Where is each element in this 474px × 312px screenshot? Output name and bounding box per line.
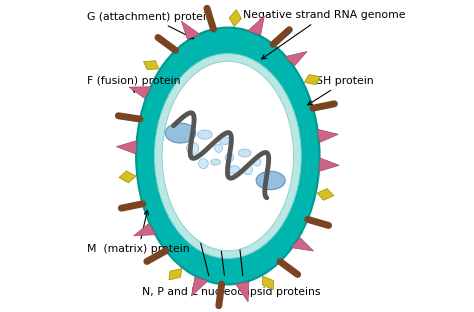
Circle shape: [253, 158, 261, 166]
Ellipse shape: [219, 137, 230, 144]
Circle shape: [243, 165, 253, 175]
Ellipse shape: [198, 130, 212, 139]
Polygon shape: [248, 16, 264, 35]
Text: M  (matrix) protein: M (matrix) protein: [87, 210, 190, 254]
Circle shape: [215, 144, 223, 152]
Polygon shape: [169, 269, 182, 280]
Polygon shape: [285, 51, 307, 66]
Ellipse shape: [211, 159, 220, 165]
Polygon shape: [229, 10, 241, 27]
Polygon shape: [262, 276, 273, 290]
Polygon shape: [144, 61, 159, 70]
Ellipse shape: [165, 123, 196, 143]
Polygon shape: [318, 129, 338, 143]
Polygon shape: [129, 87, 151, 99]
Polygon shape: [182, 21, 200, 39]
Ellipse shape: [238, 149, 251, 157]
Polygon shape: [119, 171, 136, 183]
Circle shape: [187, 142, 199, 154]
Circle shape: [225, 153, 234, 162]
Ellipse shape: [155, 54, 301, 258]
Ellipse shape: [228, 166, 240, 174]
Ellipse shape: [256, 171, 285, 190]
Polygon shape: [291, 238, 313, 251]
Ellipse shape: [162, 61, 293, 251]
Polygon shape: [191, 277, 208, 296]
Polygon shape: [117, 141, 137, 154]
Polygon shape: [236, 282, 249, 302]
Text: N, P and L nucleocapsid proteins: N, P and L nucleocapsid proteins: [142, 287, 320, 297]
Text: G (attachment) protein: G (attachment) protein: [87, 12, 213, 39]
Polygon shape: [134, 224, 156, 236]
Polygon shape: [304, 75, 320, 85]
Text: SH protein: SH protein: [308, 76, 374, 105]
Text: F (fusion) protein: F (fusion) protein: [87, 76, 181, 92]
Polygon shape: [317, 188, 334, 200]
Circle shape: [199, 159, 208, 168]
Polygon shape: [319, 158, 339, 171]
Ellipse shape: [136, 27, 319, 285]
Text: Negative strand RNA genome: Negative strand RNA genome: [243, 10, 406, 59]
